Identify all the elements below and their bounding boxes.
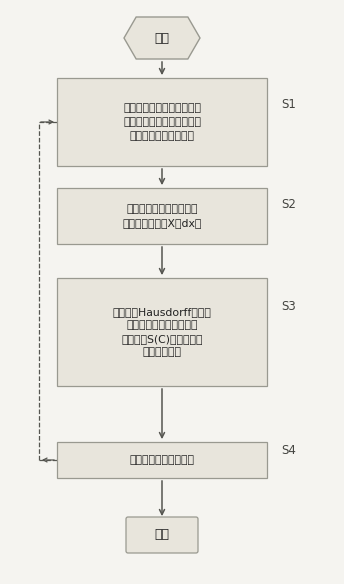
Polygon shape bbox=[124, 17, 200, 59]
FancyBboxPatch shape bbox=[57, 78, 267, 166]
Text: S2: S2 bbox=[281, 198, 296, 211]
FancyBboxPatch shape bbox=[57, 188, 267, 244]
Text: 对测试样本及三维人脸数据
库中的训练集、测试集的三
维人脸数据进行预处理: 对测试样本及三维人脸数据 库中的训练集、测试集的三 维人脸数据进行预处理 bbox=[123, 103, 201, 141]
Text: 开始: 开始 bbox=[154, 32, 170, 44]
FancyBboxPatch shape bbox=[57, 278, 267, 386]
Text: 结束: 结束 bbox=[154, 529, 170, 541]
Text: 对预处理后的三维人脸在
度量空间建模（X，dx）: 对预处理后的三维人脸在 度量空间建模（X，dx） bbox=[122, 204, 202, 228]
Text: 三维人脸识别结构判定: 三维人脸识别结构判定 bbox=[129, 455, 194, 465]
FancyBboxPatch shape bbox=[57, 442, 267, 478]
Text: 用离散化Hausdorff距离作
为三维人脸外形匹配的相
似度准则S(C)来计算三维
人脸的相似度: 用离散化Hausdorff距离作 为三维人脸外形匹配的相 似度准则S(C)来计算… bbox=[112, 307, 212, 357]
FancyBboxPatch shape bbox=[126, 517, 198, 553]
Text: S3: S3 bbox=[281, 300, 296, 313]
Text: S4: S4 bbox=[281, 444, 296, 457]
Text: S1: S1 bbox=[281, 98, 296, 111]
